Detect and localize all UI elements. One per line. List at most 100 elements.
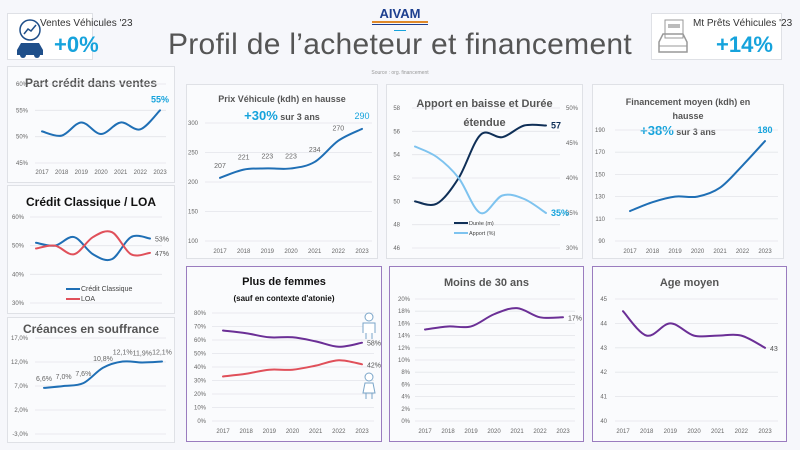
data-label: 234 bbox=[309, 147, 321, 154]
y-tick-label: 20% bbox=[194, 392, 207, 398]
x-tick-label: 2020 bbox=[286, 429, 300, 435]
y-tick-label: 0% bbox=[401, 419, 410, 425]
x-tick-label: 2019 bbox=[664, 429, 678, 435]
y-tick-label: 170 bbox=[595, 150, 606, 156]
data-label: 223 bbox=[261, 153, 273, 160]
data-label: 290 bbox=[354, 111, 369, 121]
y-tick-label: 17,0% bbox=[11, 336, 29, 342]
man-icon bbox=[362, 312, 376, 339]
panel-apport: Apport en baisse et Durée étendue bbox=[386, 84, 583, 259]
y-tick-label: 150 bbox=[595, 172, 606, 178]
icon-head bbox=[364, 312, 374, 322]
y2-tick-label: 45% bbox=[566, 141, 579, 147]
y-tick-label: 54 bbox=[393, 153, 400, 159]
y-tick-label: 4% bbox=[401, 395, 410, 401]
data-label: 223 bbox=[285, 153, 297, 160]
source-note: Source : org. financement bbox=[371, 70, 429, 76]
y-tick-label: 200 bbox=[188, 180, 199, 186]
legend-label: LOA bbox=[81, 296, 95, 303]
chart-title: Part crédit dans ventes bbox=[24, 76, 158, 90]
x-tick-label: 2022 bbox=[533, 429, 547, 435]
series-line bbox=[414, 145, 547, 215]
end-label: 35% bbox=[551, 208, 569, 218]
y-tick-label: 40% bbox=[12, 272, 25, 278]
x-tick-label: 2018 bbox=[237, 249, 251, 255]
y2-tick-label: 35% bbox=[566, 211, 579, 217]
y-tick-label: 7,0% bbox=[14, 384, 28, 390]
y-tick-label: 16% bbox=[398, 321, 411, 327]
y-tick-label: 50% bbox=[16, 135, 29, 141]
kpi-prets: Mt Prêts Véhicules '23 +14% bbox=[651, 13, 792, 60]
y-tick-label: 41 bbox=[600, 395, 607, 401]
y2-tick-label: 50% bbox=[566, 106, 579, 112]
x-tick-label: 2021 bbox=[510, 429, 524, 435]
y-tick-label: 2,0% bbox=[14, 408, 28, 414]
y-tick-label: 0% bbox=[197, 419, 206, 425]
y-tick-label: 70% bbox=[194, 325, 207, 331]
end-label: 57 bbox=[551, 121, 561, 131]
x-tick-label: 2022 bbox=[134, 170, 148, 176]
y-tick-label: 42 bbox=[600, 370, 607, 376]
y2-tick-label: 30% bbox=[566, 246, 579, 252]
x-tick-label: 2021 bbox=[114, 170, 128, 176]
chart-title: Créances en souffrance bbox=[22, 322, 160, 336]
icon-body bbox=[362, 382, 376, 399]
y-tick-label: 48 bbox=[393, 223, 400, 229]
y-tick-label: 110 bbox=[595, 217, 605, 223]
car-growth-icon bbox=[17, 19, 43, 58]
data-label: 221 bbox=[238, 155, 250, 162]
y-tick-label: 190 bbox=[595, 128, 606, 134]
chart-highlight: +38% bbox=[640, 123, 674, 138]
y-tick-label: 14% bbox=[398, 334, 411, 340]
y-tick-label: 56 bbox=[393, 129, 400, 135]
y-tick-label: 90 bbox=[598, 239, 605, 245]
panel-financement: Financement moyen (kdh) en hausse +38% s… bbox=[592, 84, 784, 259]
y-tick-label: 12,0% bbox=[11, 360, 29, 366]
x-tick-label: 2021 bbox=[309, 429, 323, 435]
x-tick-label: 2023 bbox=[758, 429, 772, 435]
y-tick-label: 40 bbox=[600, 419, 607, 425]
legend-label: Apport (%) bbox=[469, 231, 495, 237]
x-tick-label: 2020 bbox=[284, 249, 298, 255]
y-tick-label: 18% bbox=[398, 309, 411, 315]
chart-title: Financement moyen (kdh) en hausse bbox=[625, 97, 751, 121]
logo-text: AIVAM bbox=[379, 6, 421, 21]
y-tick-label: 8% bbox=[401, 370, 410, 376]
y-tick-label: 2% bbox=[401, 407, 410, 413]
kpi-label: Ventes Véhicules '23 bbox=[40, 18, 133, 29]
chart-subtitle: sur 3 ans bbox=[676, 127, 716, 137]
x-tick-label: 2019 bbox=[263, 429, 277, 435]
series-line bbox=[35, 230, 151, 257]
x-tick-label: 2017 bbox=[35, 170, 49, 176]
series-line bbox=[41, 109, 161, 137]
y-tick-label: 45% bbox=[16, 161, 29, 167]
y-tick-label: 44 bbox=[600, 321, 607, 327]
aivam-logo: AIVAM bbox=[372, 7, 428, 31]
kpi-value: +0% bbox=[54, 32, 99, 57]
y-tick-label: 40% bbox=[194, 365, 207, 371]
end-label: 17% bbox=[568, 315, 582, 322]
data-label: 6,6% bbox=[36, 376, 52, 383]
y-tick-label: 20% bbox=[398, 297, 411, 303]
x-tick-label: 2017 bbox=[623, 249, 637, 255]
y-tick-label: 60% bbox=[194, 338, 207, 344]
y-tick-label: 250 bbox=[188, 151, 199, 157]
series-line bbox=[222, 359, 363, 378]
x-tick-label: 2023 bbox=[153, 170, 167, 176]
y-tick-label: 60% bbox=[12, 215, 25, 221]
y-tick-label: 55% bbox=[16, 108, 29, 114]
y-tick-label: 60% bbox=[16, 82, 29, 88]
y-tick-label: 58 bbox=[393, 106, 400, 112]
x-tick-label: 2018 bbox=[239, 429, 253, 435]
y-tick-label: 100 bbox=[188, 239, 199, 245]
car-loan-icon bbox=[658, 19, 688, 53]
y-tick-label: -3,0% bbox=[12, 432, 28, 438]
end-label: 180 bbox=[757, 125, 772, 135]
x-tick-label: 2022 bbox=[332, 249, 346, 255]
series-line bbox=[222, 329, 363, 348]
panel-femmes: Plus de femmes (sauf en contexte d'atoni… bbox=[186, 266, 382, 442]
x-tick-label: 2023 bbox=[556, 429, 570, 435]
data-label: 270 bbox=[332, 126, 344, 133]
